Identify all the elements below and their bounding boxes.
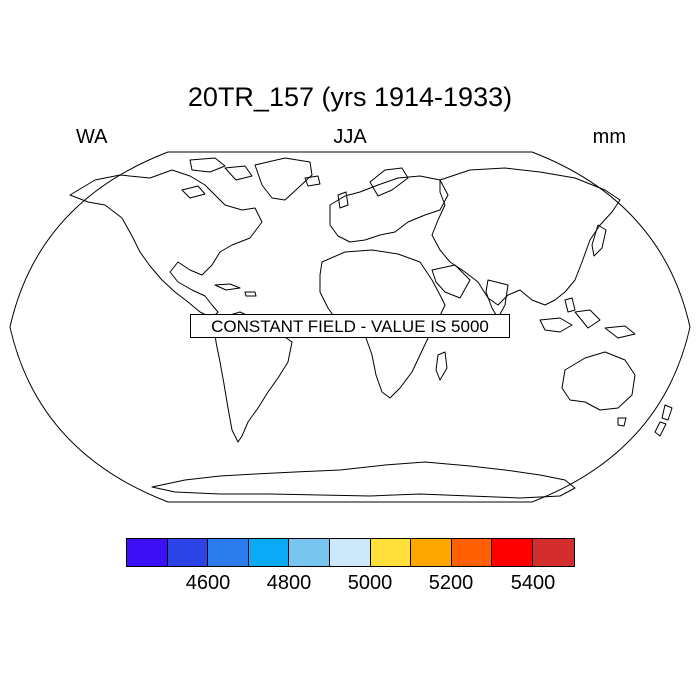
colorbar-swatch [532,539,574,566]
colorbar-swatch [411,539,452,566]
season-label: JJA [333,126,367,148]
left-label: WA [76,126,108,148]
colorbar-swatch [492,539,533,566]
colorbar-tick-label: 4600 [185,572,231,594]
units-label: mm [592,126,626,148]
colorbar-swatch [451,539,493,566]
greenland-outline [254,157,313,201]
plot-title: 20TR_157 (yrs 1914-1933) [187,82,513,112]
colorbar-tick-label: 5200 [428,572,474,594]
colorbar-tick-label: 4800 [266,572,312,594]
colorbar [126,538,575,567]
map-outline [9,151,691,503]
asia-outline [431,167,621,306]
colorbar-swatch [329,539,371,566]
colorbar-swatch [208,539,249,566]
antarctica-outline [151,461,576,499]
europe-outline [329,175,449,243]
colorbar-swatch [248,539,290,566]
colorbar-swatch [289,539,330,566]
constant-field-notice: CONSTANT FIELD - VALUE IS 5000 [190,314,510,338]
colorbar-tick-label: 5400 [510,572,556,594]
colorbar-swatch [370,539,412,566]
australia-outline [561,351,636,411]
colorbar-swatch [127,539,168,566]
north-america-outline [69,169,263,319]
colorbar-swatch [167,539,209,566]
colorbar-tick-label: 5000 [347,572,393,594]
